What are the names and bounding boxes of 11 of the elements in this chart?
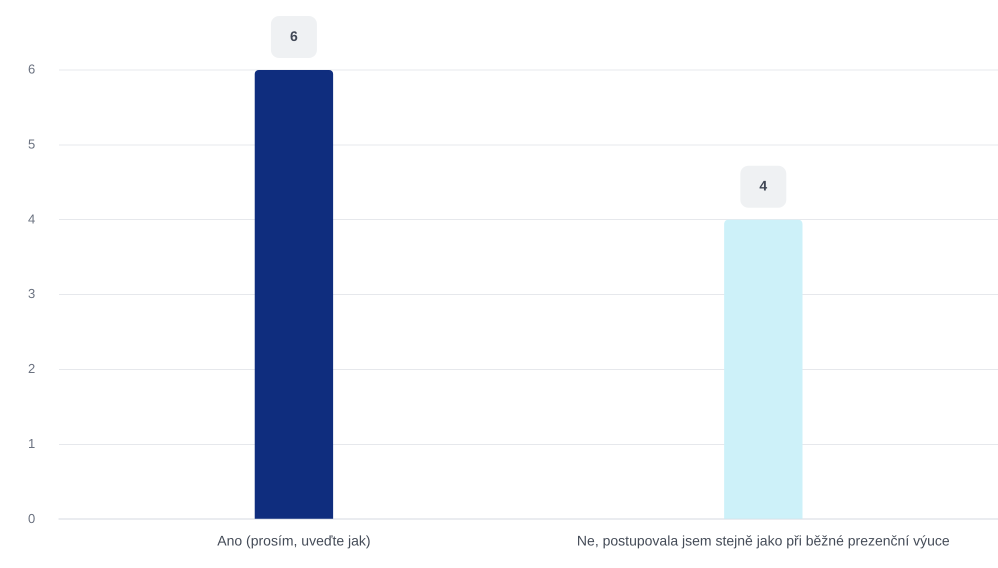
- y-tick-label: 4: [28, 211, 36, 226]
- data-label: 6: [290, 28, 298, 44]
- x-tick-label: Ne, postupovala jsem stejně jako při běžné prezenční výuce: [576, 532, 950, 548]
- y-tick-label: 3: [28, 286, 36, 302]
- y-tick-label: 2: [28, 361, 36, 376]
- y-tick-label: 5: [28, 136, 36, 152]
- y-tick-label: 1: [28, 436, 36, 451]
- data-label: 4: [759, 178, 768, 194]
- y-tick-label: 0: [28, 510, 36, 526]
- x-tick-label: Ano (prosím, uveďte jak): [217, 532, 371, 548]
- y-tick-label: 6: [28, 62, 36, 77]
